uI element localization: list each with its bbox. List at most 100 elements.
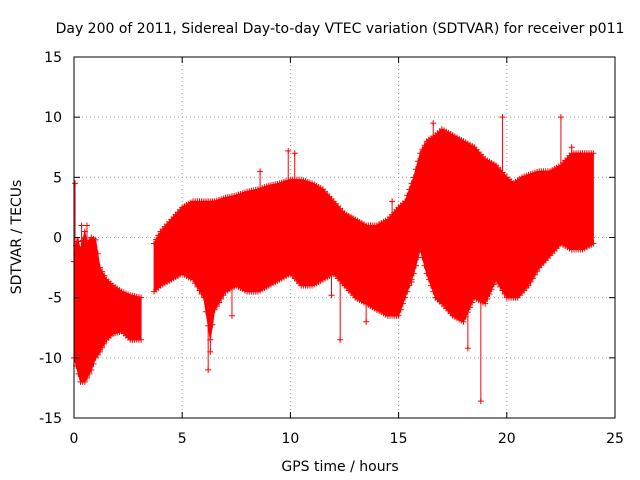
x-tick-label: 10 <box>281 431 299 447</box>
data-point <box>77 246 84 253</box>
outlier-point <box>83 222 90 229</box>
data-point <box>501 291 508 298</box>
outlier-point <box>291 150 298 157</box>
data-point <box>497 283 504 290</box>
data-point <box>94 250 101 257</box>
data-point <box>590 150 597 157</box>
data-point <box>96 348 103 355</box>
data-point <box>404 192 411 199</box>
x-axis-ticks: 0 5 10 15 20 25 <box>70 57 624 447</box>
data-point <box>153 236 160 243</box>
outlier-point <box>408 279 415 286</box>
y-axis-label: SDTVAR / TECUs <box>9 180 25 295</box>
data-point <box>417 246 424 253</box>
outlier-point <box>499 114 506 121</box>
data-point <box>200 294 207 301</box>
data-point <box>138 336 145 343</box>
chart-title: Day 200 of 2011, Sidereal Day-to-day VTE… <box>56 21 625 37</box>
data-point <box>417 150 424 157</box>
data-point <box>529 275 536 282</box>
data-point <box>192 280 199 287</box>
data-point <box>428 282 435 289</box>
data-point <box>88 366 95 373</box>
data-point <box>484 295 491 302</box>
data-point <box>525 282 532 289</box>
data-point <box>423 270 430 277</box>
y-tick-label: 5 <box>53 170 62 186</box>
data-point <box>194 283 201 290</box>
y-tick-label: 15 <box>44 50 62 66</box>
x-tick-label: 0 <box>70 431 79 447</box>
data-point <box>406 186 413 193</box>
data-point <box>421 262 428 269</box>
outlier-point <box>568 144 575 151</box>
data-point <box>397 306 404 313</box>
x-tick-label: 5 <box>178 431 187 447</box>
data-point <box>534 268 541 275</box>
data-point <box>92 236 99 243</box>
outlier-point <box>389 198 396 205</box>
y-tick-label: -10 <box>39 351 62 367</box>
data-point <box>92 354 99 361</box>
outlier-point <box>477 398 484 405</box>
x-tick-label: 20 <box>498 431 516 447</box>
x-axis-label: GPS time / hours <box>281 459 398 475</box>
data-point <box>213 303 220 310</box>
data-point <box>138 294 145 301</box>
data-point <box>425 276 432 283</box>
data-point <box>404 288 411 295</box>
y-tick-label: -5 <box>48 291 62 307</box>
data-point <box>430 288 437 295</box>
data-point <box>99 268 106 275</box>
outlier-point <box>363 318 370 325</box>
y-tick-label: -15 <box>39 411 62 427</box>
data-point <box>421 142 428 149</box>
y-tick-label: 0 <box>53 231 62 247</box>
data-point <box>198 291 205 298</box>
y-tick-label: 10 <box>44 110 62 126</box>
data-point <box>490 281 497 288</box>
data-point <box>499 287 506 294</box>
outlier-point <box>430 120 437 127</box>
data-point <box>101 272 108 279</box>
outlier-point <box>285 147 292 154</box>
outlier-point <box>373 306 380 313</box>
outlier-point <box>557 114 564 121</box>
outlier-point <box>228 312 235 319</box>
data-point <box>460 318 467 325</box>
data-point <box>155 232 162 239</box>
y-axis-ticks: -15 -10 -5 0 5 10 15 <box>39 50 615 427</box>
data-point <box>215 299 222 306</box>
data-point <box>99 344 106 351</box>
outlier-point <box>78 222 85 229</box>
data-point <box>96 264 103 271</box>
data-point <box>399 300 406 307</box>
data-point <box>486 291 493 298</box>
data-point <box>86 370 93 377</box>
data-point <box>79 237 86 244</box>
outlier-point <box>205 366 212 373</box>
data-point <box>151 240 158 247</box>
data-point <box>209 321 216 328</box>
data-point <box>467 304 474 311</box>
data-point <box>419 254 426 261</box>
x-tick-label: 15 <box>390 431 408 447</box>
data-point <box>90 360 97 367</box>
data-point <box>75 370 82 377</box>
outlier-point <box>72 180 79 187</box>
data-point <box>531 271 538 278</box>
data-point <box>402 198 409 205</box>
data-point <box>410 270 417 277</box>
data-point <box>469 299 476 306</box>
x-tick-label: 25 <box>606 431 624 447</box>
data-point <box>495 280 502 287</box>
data-point <box>395 312 402 319</box>
outlier-point <box>337 336 344 343</box>
data-point <box>408 180 415 187</box>
data-point <box>488 286 495 293</box>
data-point <box>406 282 413 289</box>
data-point <box>75 238 82 245</box>
data-point <box>410 174 417 181</box>
data-point <box>190 276 197 283</box>
